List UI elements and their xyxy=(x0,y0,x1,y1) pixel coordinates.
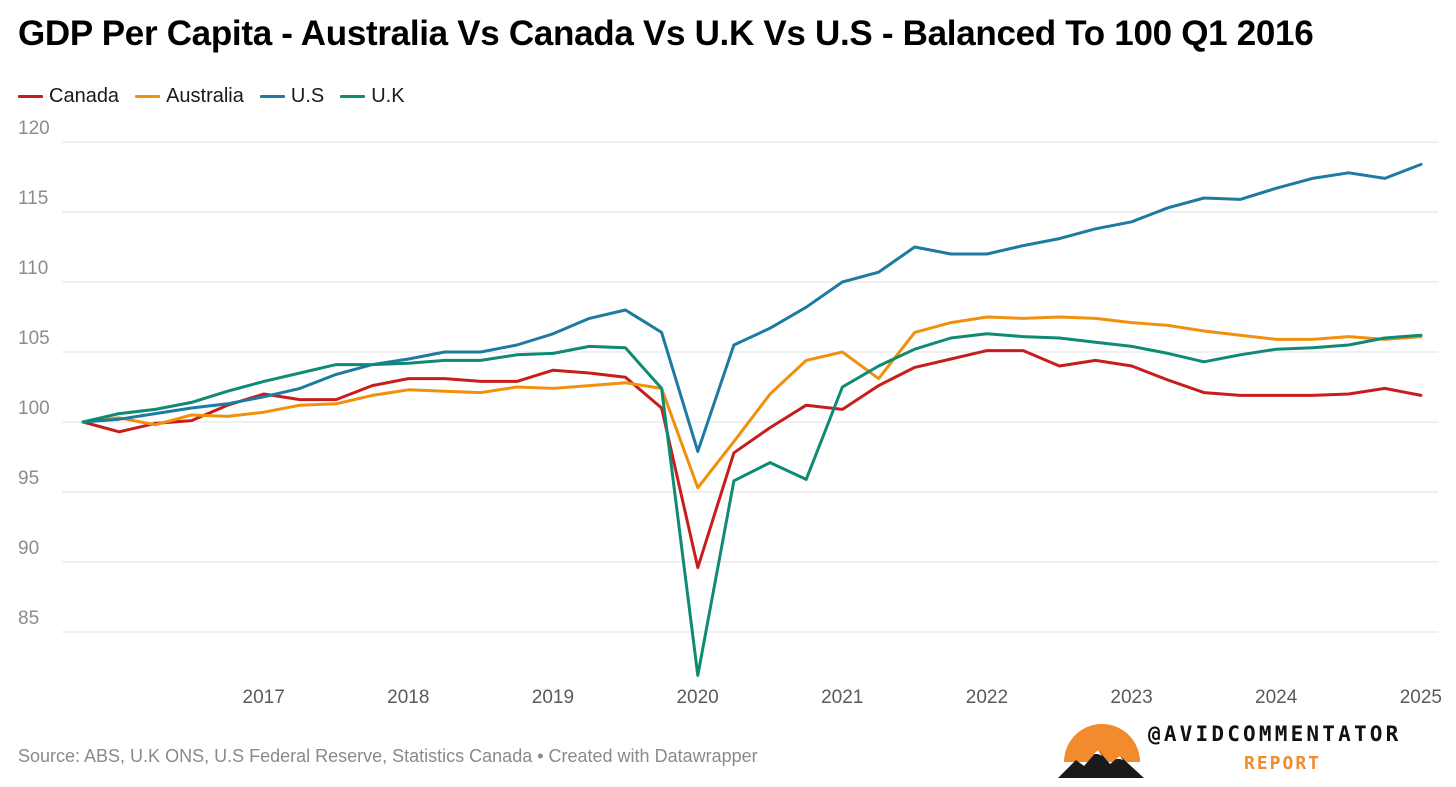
x-tick-label: 2022 xyxy=(966,687,1008,708)
legend-swatch-canada xyxy=(18,95,43,98)
x-tick-label: 2025 xyxy=(1400,687,1442,708)
y-tick-label: 100 xyxy=(18,398,50,419)
x-tick-label: 2020 xyxy=(676,687,718,708)
x-tick-label: 2021 xyxy=(821,687,863,708)
x-axis-ticks: 2017 2018 2019 2020 2021 2022 2023 2024 2025 xyxy=(243,687,1442,708)
x-tick-label: 2017 xyxy=(243,687,285,708)
y-tick-label: 95 xyxy=(18,468,39,489)
series-line-australia xyxy=(81,315,1423,490)
x-tick-label: 2019 xyxy=(532,687,574,708)
y-tick-label: 120 xyxy=(18,118,50,139)
legend-label-canada: Canada xyxy=(49,85,120,107)
series-line-canada xyxy=(81,349,1423,570)
legend-swatch-uk xyxy=(340,95,366,98)
x-tick-label: 2023 xyxy=(1110,687,1152,708)
y-tick-label: 105 xyxy=(18,328,50,349)
source-note: Source: ABS, U.K ONS, U.S Federal Reserv… xyxy=(18,746,758,766)
sunset-mountains-icon xyxy=(1058,724,1144,778)
legend-swatch-us xyxy=(259,95,285,98)
legend-item-australia: Australia xyxy=(135,85,244,108)
series-line-us xyxy=(81,162,1423,453)
brand-subtitle: REPORT xyxy=(1244,753,1322,774)
chart-title: GDP Per Capita - Australia Vs Canada Vs … xyxy=(18,14,1314,53)
y-tick-label: 90 xyxy=(18,538,39,559)
chart-legend: Canada Australia U.S U.K xyxy=(18,85,421,108)
legend-label-us: U.S xyxy=(290,85,325,107)
legend-swatch-australia xyxy=(135,95,161,98)
x-tick-label: 2024 xyxy=(1255,687,1298,708)
legend-label-uk: U.K xyxy=(371,85,405,107)
x-tick-label: 2018 xyxy=(387,687,429,708)
series-line-uk xyxy=(81,332,1423,677)
y-axis-ticks: 85 90 95 100 105 110 115 120 xyxy=(18,118,50,629)
y-tick-label: 85 xyxy=(18,608,39,629)
legend-item-canada: Canada xyxy=(18,85,119,108)
legend-label-australia: Australia xyxy=(166,85,244,107)
series-lines xyxy=(81,162,1423,677)
y-tick-label: 110 xyxy=(18,258,48,279)
legend-item-uk: U.K xyxy=(340,85,405,108)
brand-watermark: @AVIDCOMMENTATOR REPORT xyxy=(1058,720,1443,782)
y-tick-label: 115 xyxy=(18,188,48,209)
brand-handle: @AVIDCOMMENTATOR xyxy=(1148,722,1402,746)
gridlines xyxy=(62,141,1438,633)
legend-item-us: U.S xyxy=(259,85,325,108)
